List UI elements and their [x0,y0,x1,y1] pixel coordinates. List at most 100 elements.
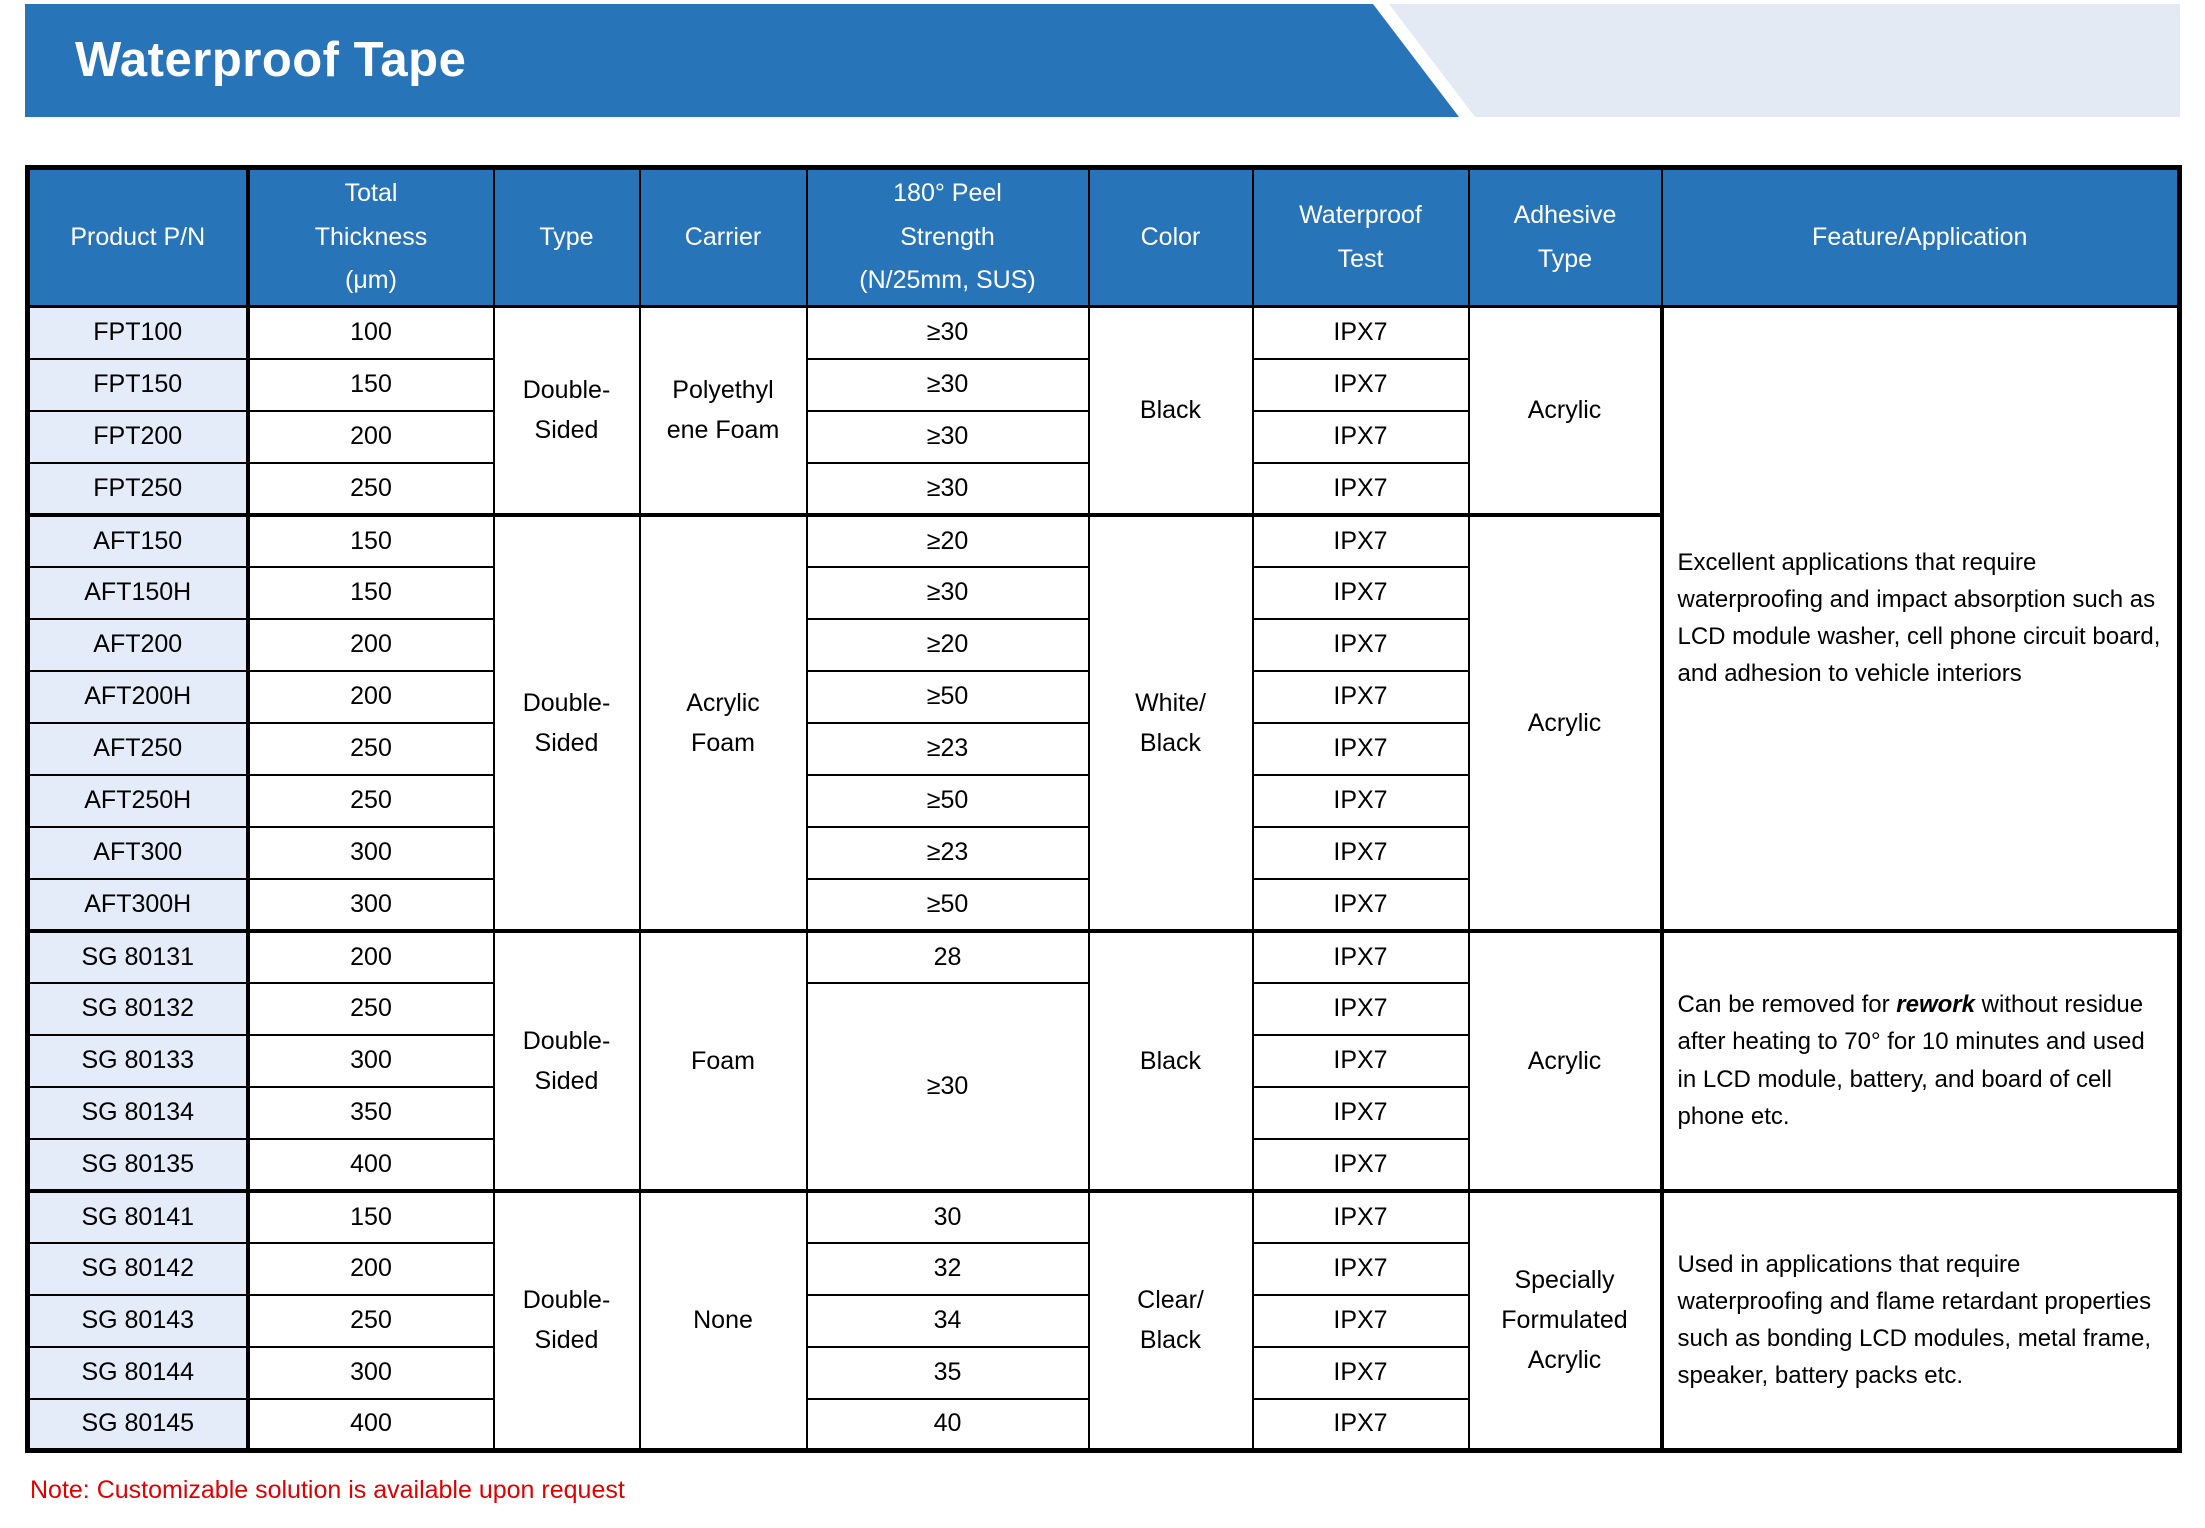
cell-waterproof-test: IPX7 [1251,825,1470,880]
cell-carrier: Polyethyl ene Foam [638,305,808,516]
cell-peel-strength: 35 [805,1345,1090,1400]
cell-waterproof-test: IPX7 [1251,357,1470,412]
cell-waterproof-test: IPX7 [1251,1188,1470,1244]
cell-waterproof-test: IPX7 [1251,565,1470,620]
cell-type: Double- Sided [492,1188,641,1452]
cell-product-pn: SG 80133 [26,1033,250,1088]
cell-color: Clear/ Black [1087,1188,1254,1452]
col-header-waterproof-test: Waterproof Test [1251,166,1470,308]
col-header-color: Color [1087,166,1254,308]
cell-waterproof-test: IPX7 [1251,1293,1470,1348]
cell-product-pn: AFT150H [26,565,250,620]
header-banner: Waterproof Tape [0,4,2205,117]
page-title: Waterproof Tape [75,33,467,87]
cell-product-pn: AFT300H [26,877,250,932]
cell-thickness: 250 [246,981,495,1036]
cell-product-pn: SG 80132 [26,981,250,1036]
table-row: SG 80143 250 34 IPX7 [26,1293,2180,1348]
cell-thickness: 150 [246,1188,495,1244]
cell-color: White/ Black [1087,512,1254,932]
cell-thickness: 400 [246,1397,495,1452]
table-row: AFT300 300 ≥23 IPX7 [26,825,2180,880]
cell-peel-strength: ≥30 [805,409,1090,464]
table-row: SG 80134 350 IPX7 [26,1085,2180,1140]
table-row: SG 80132 250 ≥30 IPX7 [26,981,2180,1192]
cell-product-pn: FPT150 [26,357,250,412]
cell-waterproof-test: IPX7 [1251,1345,1470,1400]
cell-thickness: 250 [246,773,495,828]
product-spec-table: Product P/N Total Thickness (μm) Type Ca… [25,165,2182,1453]
cell-thickness: 100 [246,305,495,360]
table-row: AFT150H 150 ≥30 IPX7 [26,565,2180,620]
cell-peel-strength: ≥50 [805,669,1090,724]
cell-product-pn: FPT250 [26,461,250,516]
cell-peel-strength: ≥50 [805,877,1090,932]
cell-product-pn: SG 80144 [26,1345,250,1400]
cell-thickness: 200 [246,409,495,464]
cell-color: Black [1087,928,1254,1192]
cell-carrier: Foam [638,928,808,1192]
col-header-peel-strength: 180° Peel Strength (N/25mm, SUS) [805,166,1090,308]
cell-waterproof-test: IPX7 [1251,305,1470,360]
cell-waterproof-test: IPX7 [1251,1397,1470,1452]
cell-thickness: 300 [246,1033,495,1088]
cell-thickness: 300 [246,877,495,932]
cell-product-pn: SG 80145 [26,1397,250,1452]
cell-peel-strength: ≥30 [805,357,1090,412]
table-row: FPT100 100 Double- Sided Polyethyl ene F… [26,305,2181,932]
col-header-feature: Feature/Application [1660,166,2181,308]
cell-type: Double- Sided [492,512,641,932]
cell-peel-strength: ≥30 [805,461,1090,516]
cell-thickness: 400 [246,1137,495,1192]
cell-peel-strength: 40 [805,1397,1090,1452]
table-row: AFT200 200 ≥20 IPX7 [26,617,2180,672]
cell-product-pn: SG 80142 [26,1241,250,1296]
cell-waterproof-test: IPX7 [1251,1241,1470,1296]
cell-adhesive-type: Acrylic [1467,512,1663,932]
cell-carrier: None [638,1188,808,1452]
cell-waterproof-test: IPX7 [1251,1137,1470,1192]
cell-thickness: 150 [246,512,495,568]
cell-product-pn: FPT200 [26,409,250,464]
table-row: SG 80145 400 40 IPX7 [26,1397,2180,1452]
cell-product-pn: SG 80131 [26,928,250,984]
cell-thickness: 300 [246,825,495,880]
col-header-thickness: Total Thickness (μm) [246,166,495,308]
cell-peel-strength: ≥50 [805,773,1090,828]
cell-feature: Can be removed for rework without residu… [1659,928,2181,1192]
cell-thickness: 250 [246,461,495,516]
feature-text: Can be removed for [1677,991,1897,1019]
cell-peel-strength: 34 [805,1293,1090,1348]
customization-note: Note: Customizable solution is available… [30,1476,625,1504]
cell-thickness: 200 [246,1241,495,1296]
col-header-carrier: Carrier [638,166,808,308]
col-header-adhesive-type: Adhesive Type [1467,166,1663,308]
cell-waterproof-test: IPX7 [1251,1085,1470,1140]
cell-waterproof-test: IPX7 [1251,669,1470,724]
cell-product-pn: SG 80143 [26,1293,250,1348]
cell-adhesive-type: Specially Formulated Acrylic [1467,1188,1663,1452]
cell-peel-strength: 30 [805,1188,1090,1244]
cell-thickness: 250 [246,721,495,776]
cell-waterproof-test: IPX7 [1251,721,1470,776]
cell-peel-strength: ≥30 [805,981,1090,1192]
cell-thickness: 200 [246,928,495,984]
cell-peel-strength: 28 [805,928,1090,984]
cell-color: Black [1087,305,1254,516]
table-row: FPT200 200 ≥30 IPX7 [26,409,2180,464]
cell-feature: Used in applications that require waterp… [1659,1188,2181,1452]
table-row: AFT300H 300 ≥50 IPX7 [26,877,2180,932]
cell-thickness: 200 [246,617,495,672]
header-banner-blue: Waterproof Tape [25,4,1459,117]
table-row: SG 80135 400 IPX7 [26,1137,2180,1192]
header-banner-accent [1389,4,2180,117]
cell-type: Double- Sided [492,305,641,516]
cell-peel-strength: ≥30 [805,565,1090,620]
table-row: AFT200H 200 ≥50 IPX7 [26,669,2180,724]
cell-product-pn: AFT250 [26,721,250,776]
cell-product-pn: SG 80141 [26,1188,250,1244]
cell-feature: Excellent applications that require wate… [1659,305,2181,932]
table-row: SG 80141 150 Double- Sided None 30 Clear… [26,1188,2181,1452]
header-row: Product P/N Total Thickness (μm) Type Ca… [26,166,2181,308]
table-row: SG 80131 200 Double- Sided Foam 28 Black… [26,928,2181,1192]
